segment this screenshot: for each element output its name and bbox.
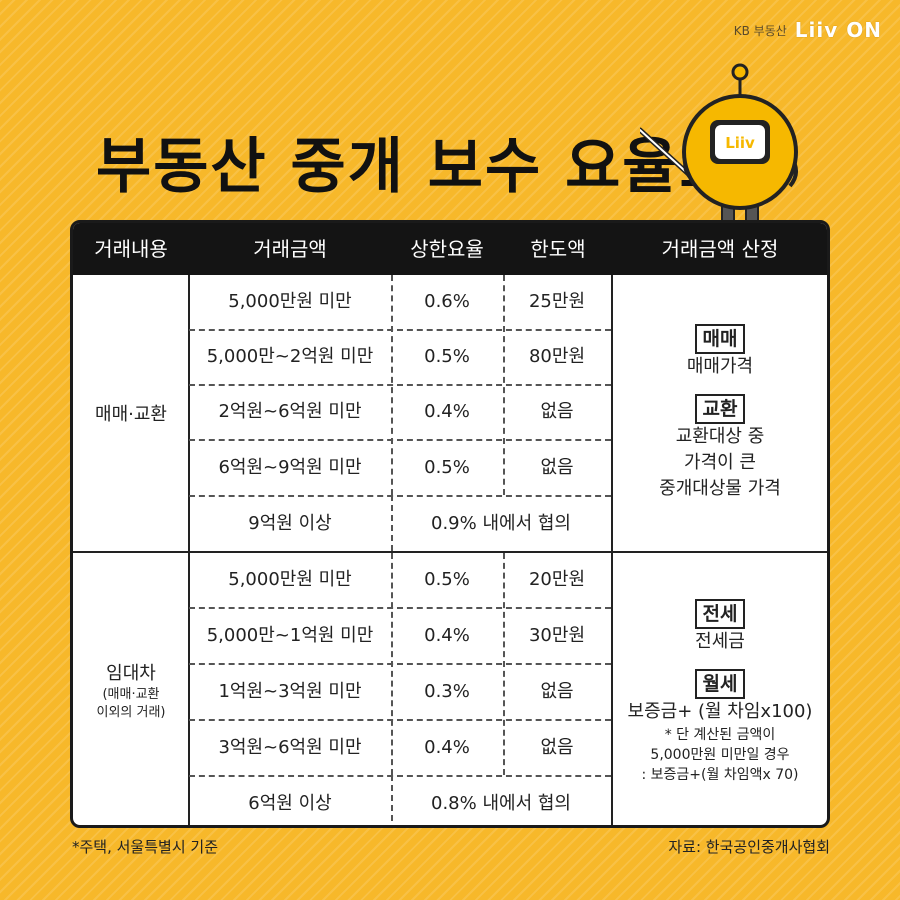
tag-jeonse: 전세 [694, 599, 746, 629]
tag-exchange: 교환 [694, 394, 746, 424]
lease-amount: 5,000만~1억원 미만 [206, 625, 374, 646]
category-lease-title: 임대차 [106, 663, 156, 684]
lease-amount: 6억원 이상 [248, 793, 332, 814]
note-text: 보증금+ (월 차임x100) [627, 701, 813, 722]
lease-amount: 5,000만원 미만 [228, 569, 352, 590]
header-amount-basis: 거래금액 산정 [661, 237, 779, 261]
table-header: 거래내용 거래금액 상한요율 한도액 거래금액 산정 [73, 223, 827, 275]
note-text: 매매가격 [686, 356, 754, 377]
header-rate: 상한요율 [410, 237, 484, 261]
source-credit: 자료: 한국공인중개사협회 [668, 838, 830, 856]
note-small-text: 5,000만원 미만일 경우 [650, 747, 790, 763]
divider [391, 495, 393, 551]
mascot-robot-icon: Liiv [640, 63, 798, 225]
row-divider [189, 495, 611, 497]
divider [611, 275, 613, 825]
lease-amount-basis: 전세 전세금 월세 보증금+ (월 차임x100) * 단 계산된 금액이 5,… [613, 553, 827, 825]
sale-limit: 없음 [540, 401, 574, 422]
sale-limit: 80만원 [528, 346, 586, 367]
note-small-text: * 단 계산된 금액이 [664, 727, 776, 743]
row-divider [189, 384, 611, 386]
category-lease-sub: (매매·교환 [102, 687, 160, 702]
header-limit: 한도액 [530, 237, 586, 261]
lease-rate: 0.5% [424, 569, 470, 590]
note-small-text: : 보증금+(월 차임액x 70) [641, 767, 799, 783]
lease-limit: 30만원 [528, 625, 586, 646]
lease-rate: 0.4% [424, 625, 470, 646]
page-title: 부동산 중개 보수 요율표 [96, 132, 737, 202]
lease-merged-rate: 0.8% 내에서 협의 [431, 793, 571, 814]
lease-limit: 20만원 [528, 569, 586, 590]
row-divider [189, 663, 611, 665]
lease-rate: 0.3% [424, 681, 470, 702]
category-lease: 임대차 (매매·교환 이외의 거래) [73, 553, 189, 825]
divider [391, 775, 393, 825]
sale-amount: 2억원~6억원 미만 [218, 401, 362, 422]
sale-limit: 25만원 [528, 291, 586, 312]
sale-rate: 0.5% [424, 457, 470, 478]
header-amount: 거래금액 [253, 237, 327, 261]
sale-rate: 0.6% [424, 291, 470, 312]
row-divider [189, 775, 611, 777]
note-text: 전세금 [695, 631, 745, 652]
row-divider [189, 329, 611, 331]
lease-limit: 없음 [540, 737, 574, 758]
lease-amount: 3억원~6억원 미만 [218, 737, 362, 758]
tag-sale: 매매 [694, 324, 746, 354]
mascot-screen-text: Liiv [725, 134, 755, 152]
liiv-on-logo: Liiv ON [794, 18, 882, 42]
brand-logo-area: KB 부동산 Liiv ON [734, 18, 882, 42]
header-transaction-type: 거래내용 [94, 237, 168, 261]
sale-amount: 5,000만원 미만 [228, 291, 352, 312]
fee-table: 거래내용 거래금액 상한요율 한도액 거래금액 산정 매매·교환 5,000만원… [70, 220, 830, 828]
row-divider [189, 439, 611, 441]
sale-amount-basis: 매매 매매가격 교환 교환대상 중 가격이 큰 중개대상물 가격 [613, 275, 827, 551]
sale-limit: 없음 [540, 457, 574, 478]
note-text: 교환대상 중 [675, 426, 765, 447]
note-text: 가격이 큰 [684, 452, 756, 473]
lease-limit: 없음 [540, 681, 574, 702]
sale-amount: 9억원 이상 [248, 513, 332, 534]
sale-merged-rate: 0.9% 내에서 협의 [431, 513, 571, 534]
sale-rate: 0.4% [424, 401, 470, 422]
tag-monthly-rent: 월세 [694, 669, 746, 699]
note-text: 중개대상물 가격 [659, 478, 781, 499]
sale-amount: 5,000만~2억원 미만 [206, 346, 374, 367]
footnote-housing-seoul: *주택, 서울특별시 기준 [72, 838, 219, 856]
lease-amount: 1억원~3억원 미만 [218, 681, 362, 702]
row-divider [189, 719, 611, 721]
lease-rate: 0.4% [424, 737, 470, 758]
category-sale: 매매·교환 [95, 404, 167, 425]
kb-brand-text: KB 부동산 [733, 23, 787, 38]
row-divider [189, 607, 611, 609]
sale-amount: 6억원~9억원 미만 [218, 457, 362, 478]
divider [188, 275, 190, 825]
section-divider [73, 551, 827, 553]
category-lease-sub: 이외의 거래) [96, 705, 166, 720]
sale-rate: 0.5% [424, 346, 470, 367]
